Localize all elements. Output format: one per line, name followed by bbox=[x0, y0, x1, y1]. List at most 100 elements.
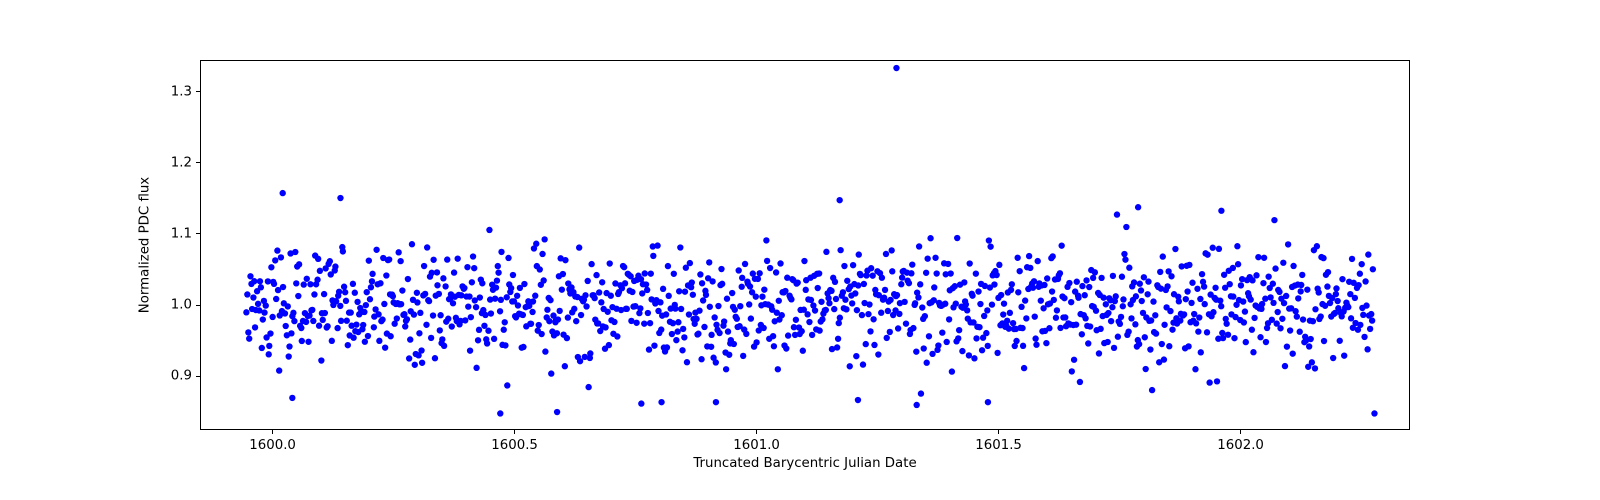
data-point bbox=[1259, 301, 1265, 307]
data-point bbox=[723, 366, 729, 372]
data-point bbox=[748, 315, 754, 321]
data-point bbox=[390, 293, 396, 299]
data-point bbox=[847, 363, 853, 369]
data-point bbox=[259, 345, 265, 351]
data-point bbox=[731, 341, 737, 347]
data-point bbox=[700, 297, 706, 303]
data-point bbox=[806, 319, 812, 325]
data-point bbox=[1304, 286, 1310, 292]
data-point bbox=[1062, 314, 1068, 320]
y-tick bbox=[196, 376, 200, 377]
data-point bbox=[371, 324, 377, 330]
data-point bbox=[1360, 312, 1366, 318]
data-point bbox=[439, 336, 445, 342]
data-point bbox=[906, 280, 912, 286]
data-point bbox=[918, 390, 924, 396]
data-point bbox=[1276, 289, 1282, 295]
data-point bbox=[266, 351, 272, 357]
data-point bbox=[739, 275, 745, 281]
data-point bbox=[424, 244, 430, 250]
data-point bbox=[1104, 339, 1110, 345]
data-point bbox=[963, 301, 969, 307]
data-point bbox=[1100, 294, 1106, 300]
data-point bbox=[643, 281, 649, 287]
data-point bbox=[555, 316, 561, 322]
data-point bbox=[360, 322, 366, 328]
data-point bbox=[491, 336, 497, 342]
data-point bbox=[1261, 255, 1267, 261]
x-tick-label: 1602.0 bbox=[1217, 438, 1264, 453]
data-point bbox=[1044, 275, 1050, 281]
data-point bbox=[375, 311, 381, 317]
data-point bbox=[1306, 343, 1312, 349]
data-point bbox=[878, 310, 884, 316]
data-point bbox=[1079, 283, 1085, 289]
data-point bbox=[1271, 217, 1277, 223]
data-point bbox=[1069, 368, 1075, 374]
y-tick-label: 1.0 bbox=[171, 298, 192, 313]
data-point bbox=[1201, 283, 1207, 289]
data-point bbox=[756, 270, 762, 276]
data-point bbox=[816, 327, 822, 333]
data-point bbox=[1339, 276, 1345, 282]
data-point bbox=[310, 318, 316, 324]
data-point bbox=[956, 327, 962, 333]
data-point bbox=[657, 299, 663, 305]
data-point bbox=[430, 312, 436, 318]
data-point bbox=[263, 302, 269, 308]
data-point bbox=[504, 382, 510, 388]
data-point bbox=[1097, 326, 1103, 332]
data-point bbox=[449, 323, 455, 329]
data-point bbox=[554, 330, 560, 336]
data-point bbox=[376, 338, 382, 344]
data-point bbox=[1334, 298, 1340, 304]
data-point bbox=[1368, 311, 1374, 317]
data-point bbox=[473, 365, 479, 371]
data-point bbox=[959, 348, 965, 354]
data-point bbox=[637, 305, 643, 311]
data-point bbox=[882, 287, 888, 293]
data-point bbox=[365, 333, 371, 339]
data-point bbox=[1299, 272, 1305, 278]
data-point bbox=[676, 288, 682, 294]
data-point bbox=[823, 249, 829, 255]
data-point bbox=[680, 326, 686, 332]
data-point bbox=[852, 290, 858, 296]
data-point bbox=[353, 321, 359, 327]
data-point bbox=[583, 303, 589, 309]
data-point bbox=[828, 288, 834, 294]
data-point bbox=[1176, 298, 1182, 304]
data-point bbox=[715, 303, 721, 309]
data-point bbox=[1324, 283, 1330, 289]
data-point bbox=[718, 266, 724, 272]
data-point bbox=[398, 301, 404, 307]
data-point bbox=[818, 299, 824, 305]
data-point bbox=[1363, 302, 1369, 308]
data-point bbox=[1270, 300, 1276, 306]
data-point bbox=[1235, 261, 1241, 267]
data-point bbox=[1082, 292, 1088, 298]
data-point bbox=[713, 359, 719, 365]
data-point bbox=[607, 260, 613, 266]
data-point bbox=[777, 260, 783, 266]
data-point bbox=[663, 311, 669, 317]
data-point bbox=[675, 319, 681, 325]
data-point bbox=[451, 269, 457, 275]
data-point bbox=[1318, 313, 1324, 319]
data-point bbox=[462, 317, 468, 323]
data-point bbox=[1035, 258, 1041, 264]
data-point bbox=[547, 297, 553, 303]
data-point bbox=[773, 269, 779, 275]
data-point bbox=[677, 244, 683, 250]
data-point bbox=[1194, 286, 1200, 292]
data-point bbox=[332, 263, 338, 269]
data-point bbox=[244, 291, 250, 297]
data-point bbox=[913, 348, 919, 354]
data-point bbox=[850, 262, 856, 268]
data-point bbox=[973, 270, 979, 276]
data-point bbox=[1135, 204, 1141, 210]
data-point bbox=[557, 308, 563, 314]
data-point bbox=[870, 316, 876, 322]
data-point bbox=[505, 255, 511, 261]
data-point bbox=[554, 409, 560, 415]
